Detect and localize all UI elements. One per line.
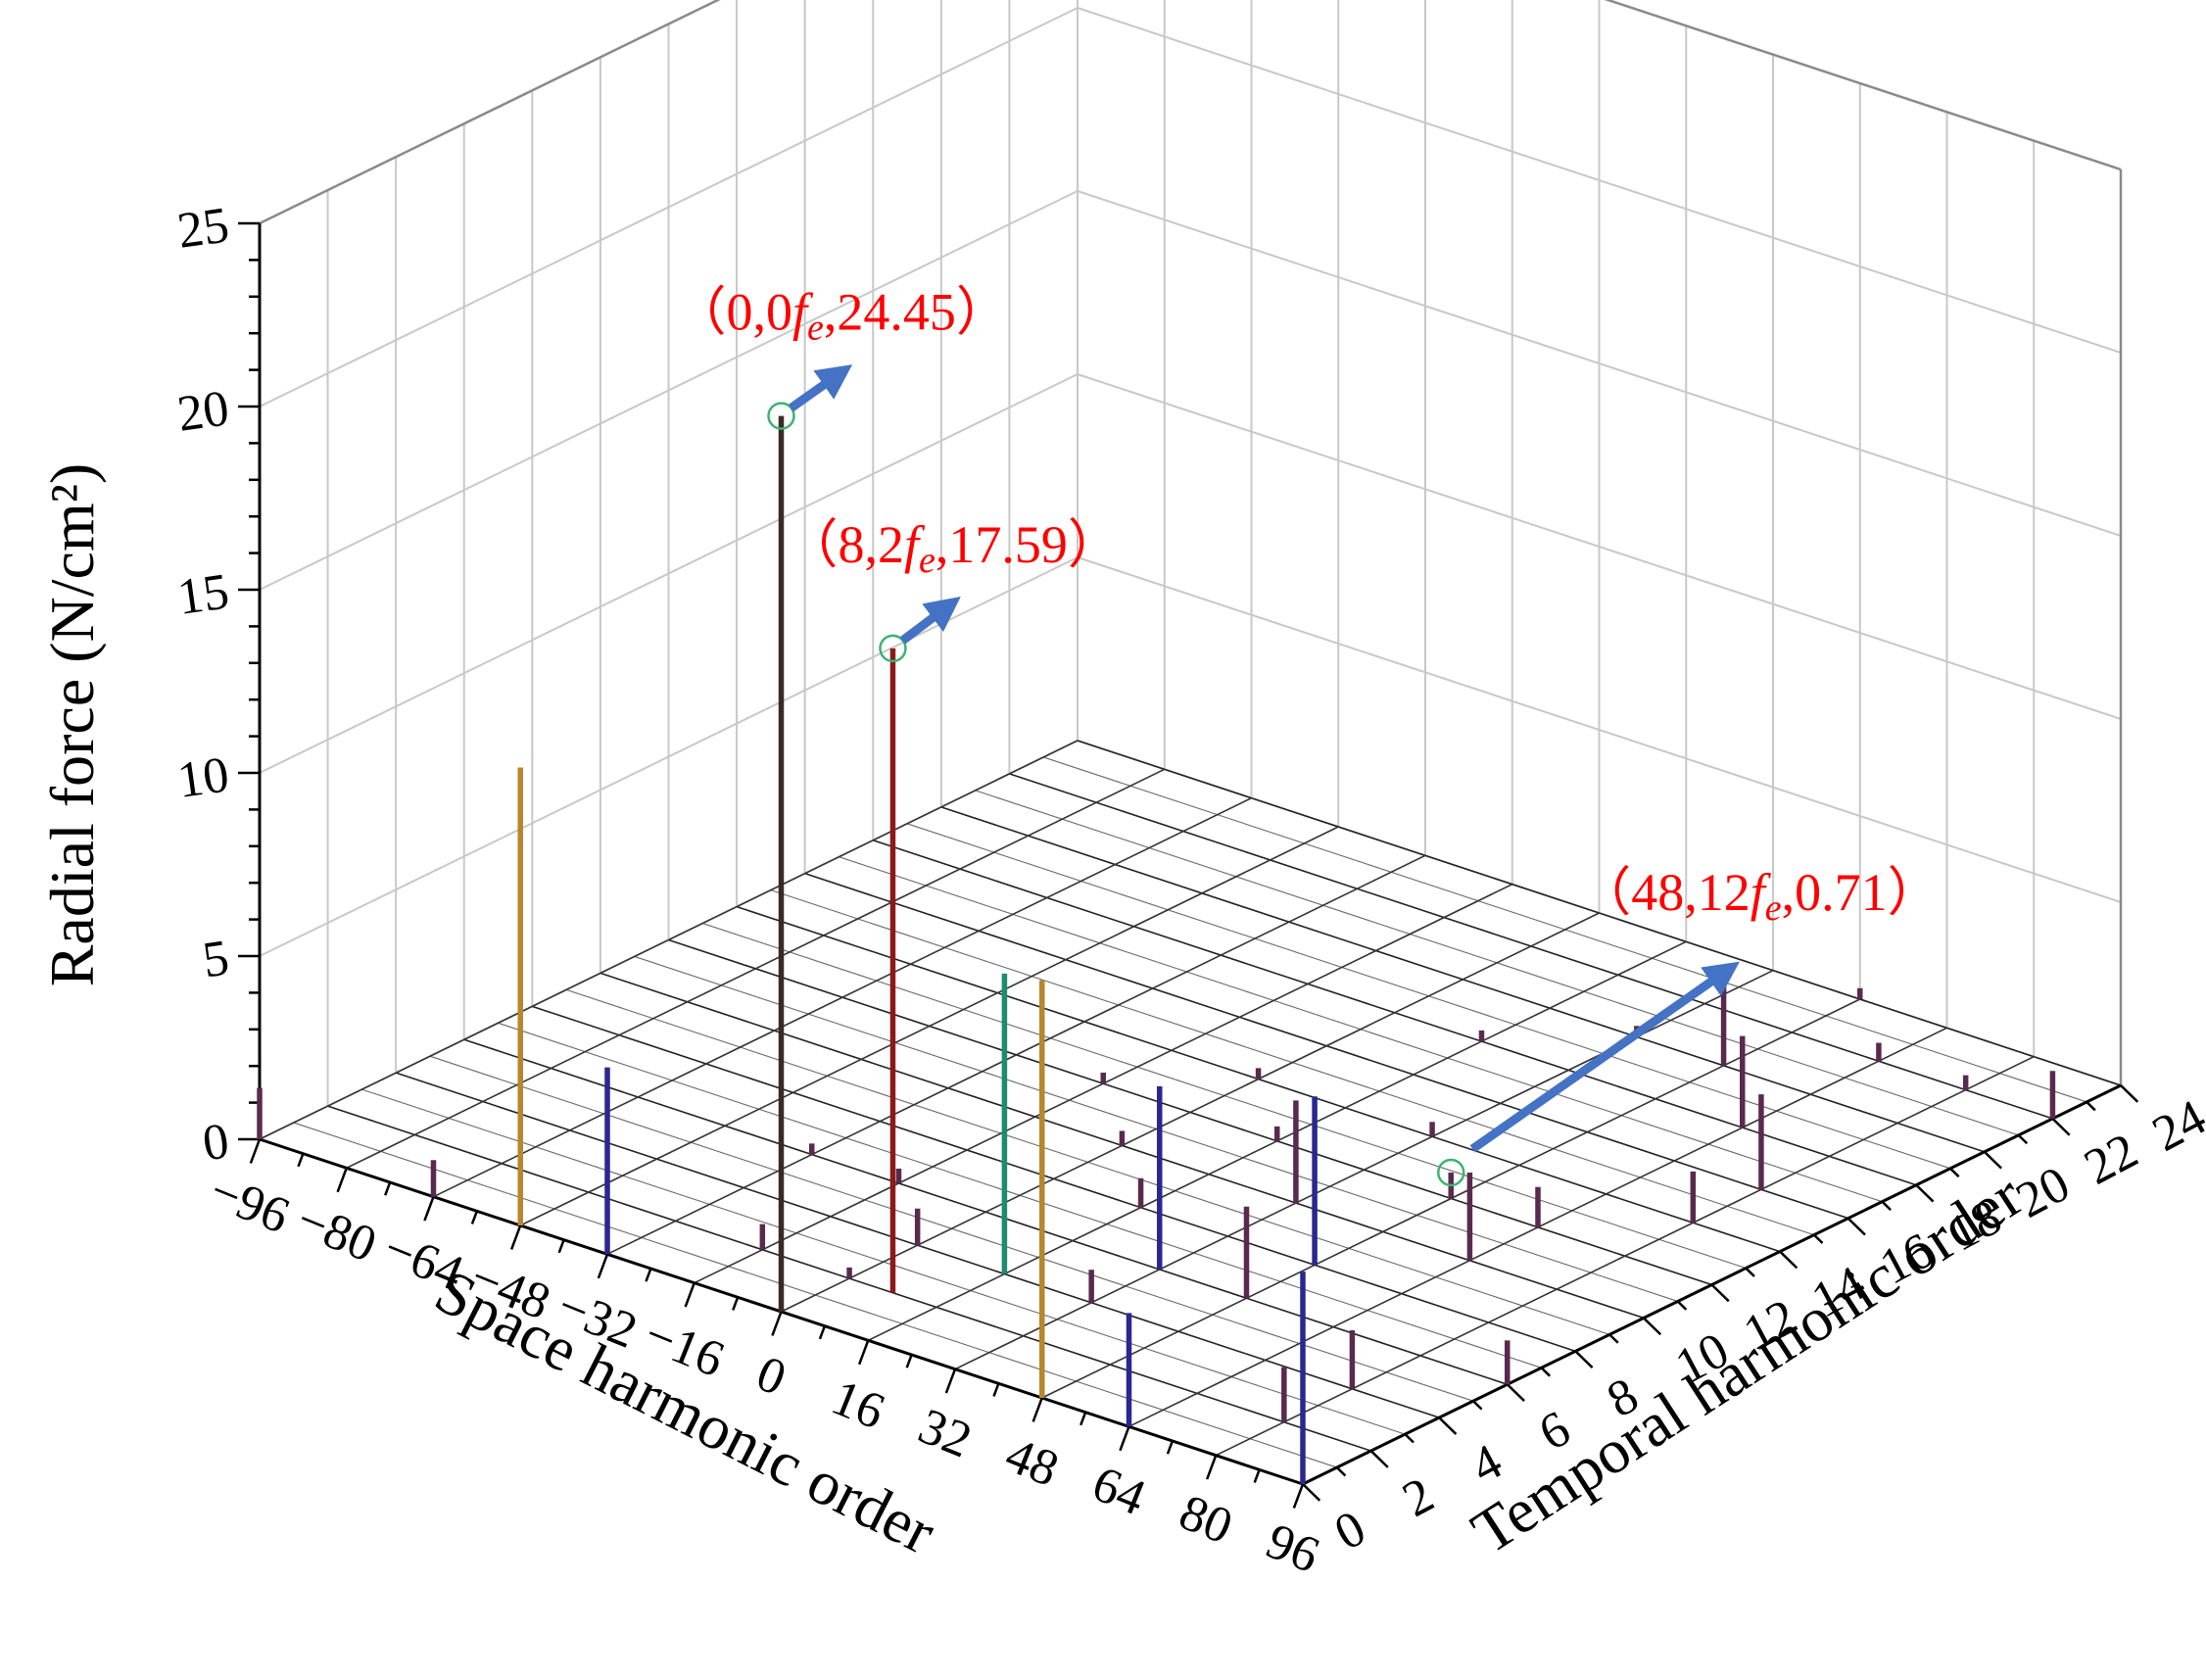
x-tick (992, 1382, 1000, 1397)
annotation-arrow (1469, 961, 1740, 1153)
y-tick (1813, 1233, 1824, 1244)
annotation-label: （8,2fe,17.59） (785, 515, 1120, 581)
y-tick (1846, 1217, 1866, 1236)
y-tick (2120, 1084, 2139, 1103)
x-tick (423, 1196, 435, 1222)
annotation-marker-circle (879, 634, 907, 663)
y-tick (1779, 1250, 1798, 1270)
annotation-arrow (788, 364, 853, 412)
x-tick (818, 1325, 827, 1340)
y-tick-label: 2 (1394, 1467, 1443, 1529)
x-tick (905, 1354, 913, 1368)
z-tick-label: 25 (174, 197, 232, 260)
bars (257, 415, 2056, 1484)
y-tick (1404, 1433, 1415, 1444)
x-tick-label: 64 (1084, 1456, 1153, 1526)
y-tick (1881, 1200, 1892, 1212)
wall-top-edge (259, 0, 721, 225)
z-tick-label: 10 (174, 746, 232, 809)
x-tick (336, 1167, 348, 1193)
y-axis-title: Temporal harmonic order (1460, 1160, 2034, 1566)
x-tick (732, 1296, 740, 1311)
x-tick (1079, 1412, 1087, 1426)
back-walls-grid (259, 0, 2123, 1140)
x-tick (297, 1153, 305, 1168)
x-tick (1119, 1425, 1130, 1452)
wall-back-grid-line (1077, 556, 2122, 903)
y-tick-label: 22 (2076, 1123, 2147, 1196)
x-tick (1031, 1397, 1043, 1422)
z-tick-label: 15 (174, 563, 232, 626)
y-tick (1983, 1150, 2002, 1170)
z-axis-title: Radial force (N/cm²) (37, 463, 107, 987)
floor-grid-line (346, 768, 1166, 1170)
x-tick (1166, 1440, 1175, 1455)
x-tick-label: 48 (998, 1427, 1067, 1498)
z-tick-label: 5 (199, 930, 232, 988)
y-tick (1369, 1450, 1389, 1468)
wall-left-grid-line (259, 190, 1079, 591)
x-tick (1253, 1468, 1261, 1483)
annotation-label: （48,12fe,0.71） (1578, 863, 1940, 929)
y-tick (2086, 1101, 2096, 1112)
annotation-label: （0,0fe,24.45） (674, 283, 1009, 349)
y-tick (1506, 1383, 1525, 1402)
wall-left-grid-line (259, 7, 1079, 408)
x-tick (684, 1282, 695, 1308)
wall-back-grid-line (1077, 373, 2122, 720)
y-tick-label: 0 (1325, 1500, 1374, 1561)
y-tick (1302, 1483, 1321, 1502)
x-tick-label: 96 (1259, 1513, 1327, 1584)
x-tick (249, 1138, 262, 1164)
y-tick (1574, 1350, 1594, 1369)
x-tick (470, 1210, 479, 1224)
x-tick (944, 1368, 957, 1394)
y-tick (1608, 1333, 1619, 1344)
floor-grid-line (259, 740, 1079, 1140)
y-tick (1676, 1300, 1688, 1311)
annotation-marker-circle (767, 402, 795, 430)
x-tick (1292, 1483, 1305, 1509)
wall-back-grid-line (1077, 190, 2122, 537)
floor-grid-line (519, 826, 1339, 1226)
y-tick (2051, 1118, 2071, 1136)
y-tick-label: 24 (2143, 1089, 2206, 1163)
x-tick (645, 1268, 652, 1282)
x-tick-label: 80 (1172, 1484, 1240, 1555)
x-tick (1205, 1455, 1218, 1480)
y-tick (2017, 1133, 2029, 1145)
x-tick (509, 1224, 522, 1250)
x-tick-label: −80 (289, 1192, 384, 1273)
z-tick-label: 20 (174, 380, 232, 443)
z-tick-label: 0 (199, 1113, 232, 1172)
y-tick (1745, 1267, 1755, 1277)
y-tick (1643, 1317, 1662, 1336)
y-tick (1438, 1416, 1458, 1435)
wall-back-grid-line (1077, 7, 2122, 354)
annotation-arrow (899, 597, 961, 645)
x-tick-label: 32 (911, 1398, 980, 1468)
y-tick (1915, 1183, 1935, 1203)
x-tick-label: 0 (748, 1346, 792, 1408)
wall-top-edge (1604, 0, 2122, 171)
floor-grid-line (606, 854, 1426, 1256)
y-tick (1472, 1400, 1483, 1411)
x-tick (771, 1311, 783, 1336)
x-tick-label: −96 (202, 1163, 297, 1244)
y-tick (1540, 1367, 1552, 1377)
y-tick (1949, 1167, 1960, 1178)
x-tick (557, 1239, 565, 1254)
annotation-marker-circle (1437, 1158, 1465, 1187)
x-tick (384, 1181, 392, 1196)
annotations: （0,0fe,24.45） （8,2fe,17.59） （48,12fe,0.71） (674, 283, 1941, 1187)
wall-left-grid-line (259, 373, 1079, 774)
x-tick-label: 16 (824, 1369, 892, 1440)
x-tick (857, 1339, 870, 1366)
y-tick (1335, 1466, 1347, 1477)
floor-grid-line (433, 796, 1252, 1198)
y-tick (1710, 1283, 1730, 1303)
x-tick (597, 1253, 609, 1279)
